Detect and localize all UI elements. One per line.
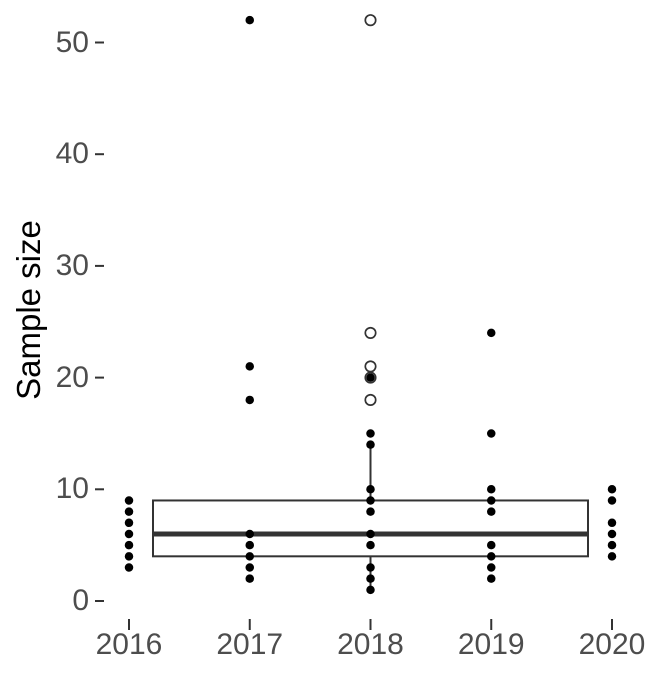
- data-point: [366, 574, 375, 583]
- data-point: [366, 507, 375, 516]
- y-axis-tick-label: 0: [72, 584, 89, 617]
- data-point: [607, 518, 617, 528]
- data-point: [245, 574, 254, 583]
- data-point: [607, 552, 617, 561]
- data-point: [124, 529, 134, 539]
- data-point: [487, 429, 496, 438]
- data-point: [487, 552, 496, 561]
- y-axis-title: Sample size: [10, 220, 47, 400]
- data-point: [607, 496, 617, 505]
- data-point: [487, 563, 496, 572]
- data-point: [487, 496, 496, 505]
- data-point: [366, 540, 375, 550]
- y-axis-tick-label: 30: [55, 248, 89, 282]
- data-point: [487, 328, 496, 338]
- y-axis-tick-label: 50: [55, 25, 89, 59]
- data-point: [245, 563, 254, 572]
- data-point: [366, 429, 375, 438]
- data-point: [124, 563, 134, 572]
- x-axis-tick-label: 2018: [337, 628, 404, 661]
- data-point: [366, 485, 375, 494]
- y-axis-tick-label: 20: [55, 360, 89, 394]
- x-axis-tick-label: 2019: [457, 628, 525, 661]
- data-point: [124, 496, 134, 505]
- data-point: [124, 540, 134, 550]
- data-point: [487, 485, 496, 494]
- data-point: [245, 529, 254, 539]
- x-axis-tick-label: 2016: [95, 628, 163, 661]
- data-point: [124, 507, 134, 516]
- data-point: [245, 362, 254, 371]
- y-axis-tick-label: 10: [55, 472, 89, 506]
- x-axis-tick-label: 2017: [216, 628, 284, 661]
- data-point: [607, 485, 617, 494]
- data-point: [607, 540, 617, 550]
- x-axis-tick-label: 2020: [578, 628, 646, 661]
- data-point: [366, 585, 375, 595]
- data-point: [245, 395, 254, 405]
- data-point: [124, 552, 134, 561]
- data-point: [366, 440, 375, 449]
- outlier-point: [364, 393, 377, 406]
- outlier-point: [364, 360, 377, 373]
- outlier-point: [364, 14, 377, 27]
- data-point: [366, 373, 375, 382]
- data-point: [245, 15, 254, 25]
- data-point: [245, 552, 254, 561]
- data-point: [366, 563, 375, 572]
- data-point: [487, 574, 496, 583]
- data-point: [607, 529, 617, 539]
- outlier-point: [364, 326, 377, 339]
- data-point: [124, 518, 134, 528]
- data-point: [487, 507, 496, 516]
- data-point: [366, 496, 375, 505]
- data-point: [366, 529, 375, 539]
- y-axis-tick-label: 40: [55, 137, 89, 171]
- data-point: [487, 540, 496, 550]
- data-point: [245, 540, 254, 550]
